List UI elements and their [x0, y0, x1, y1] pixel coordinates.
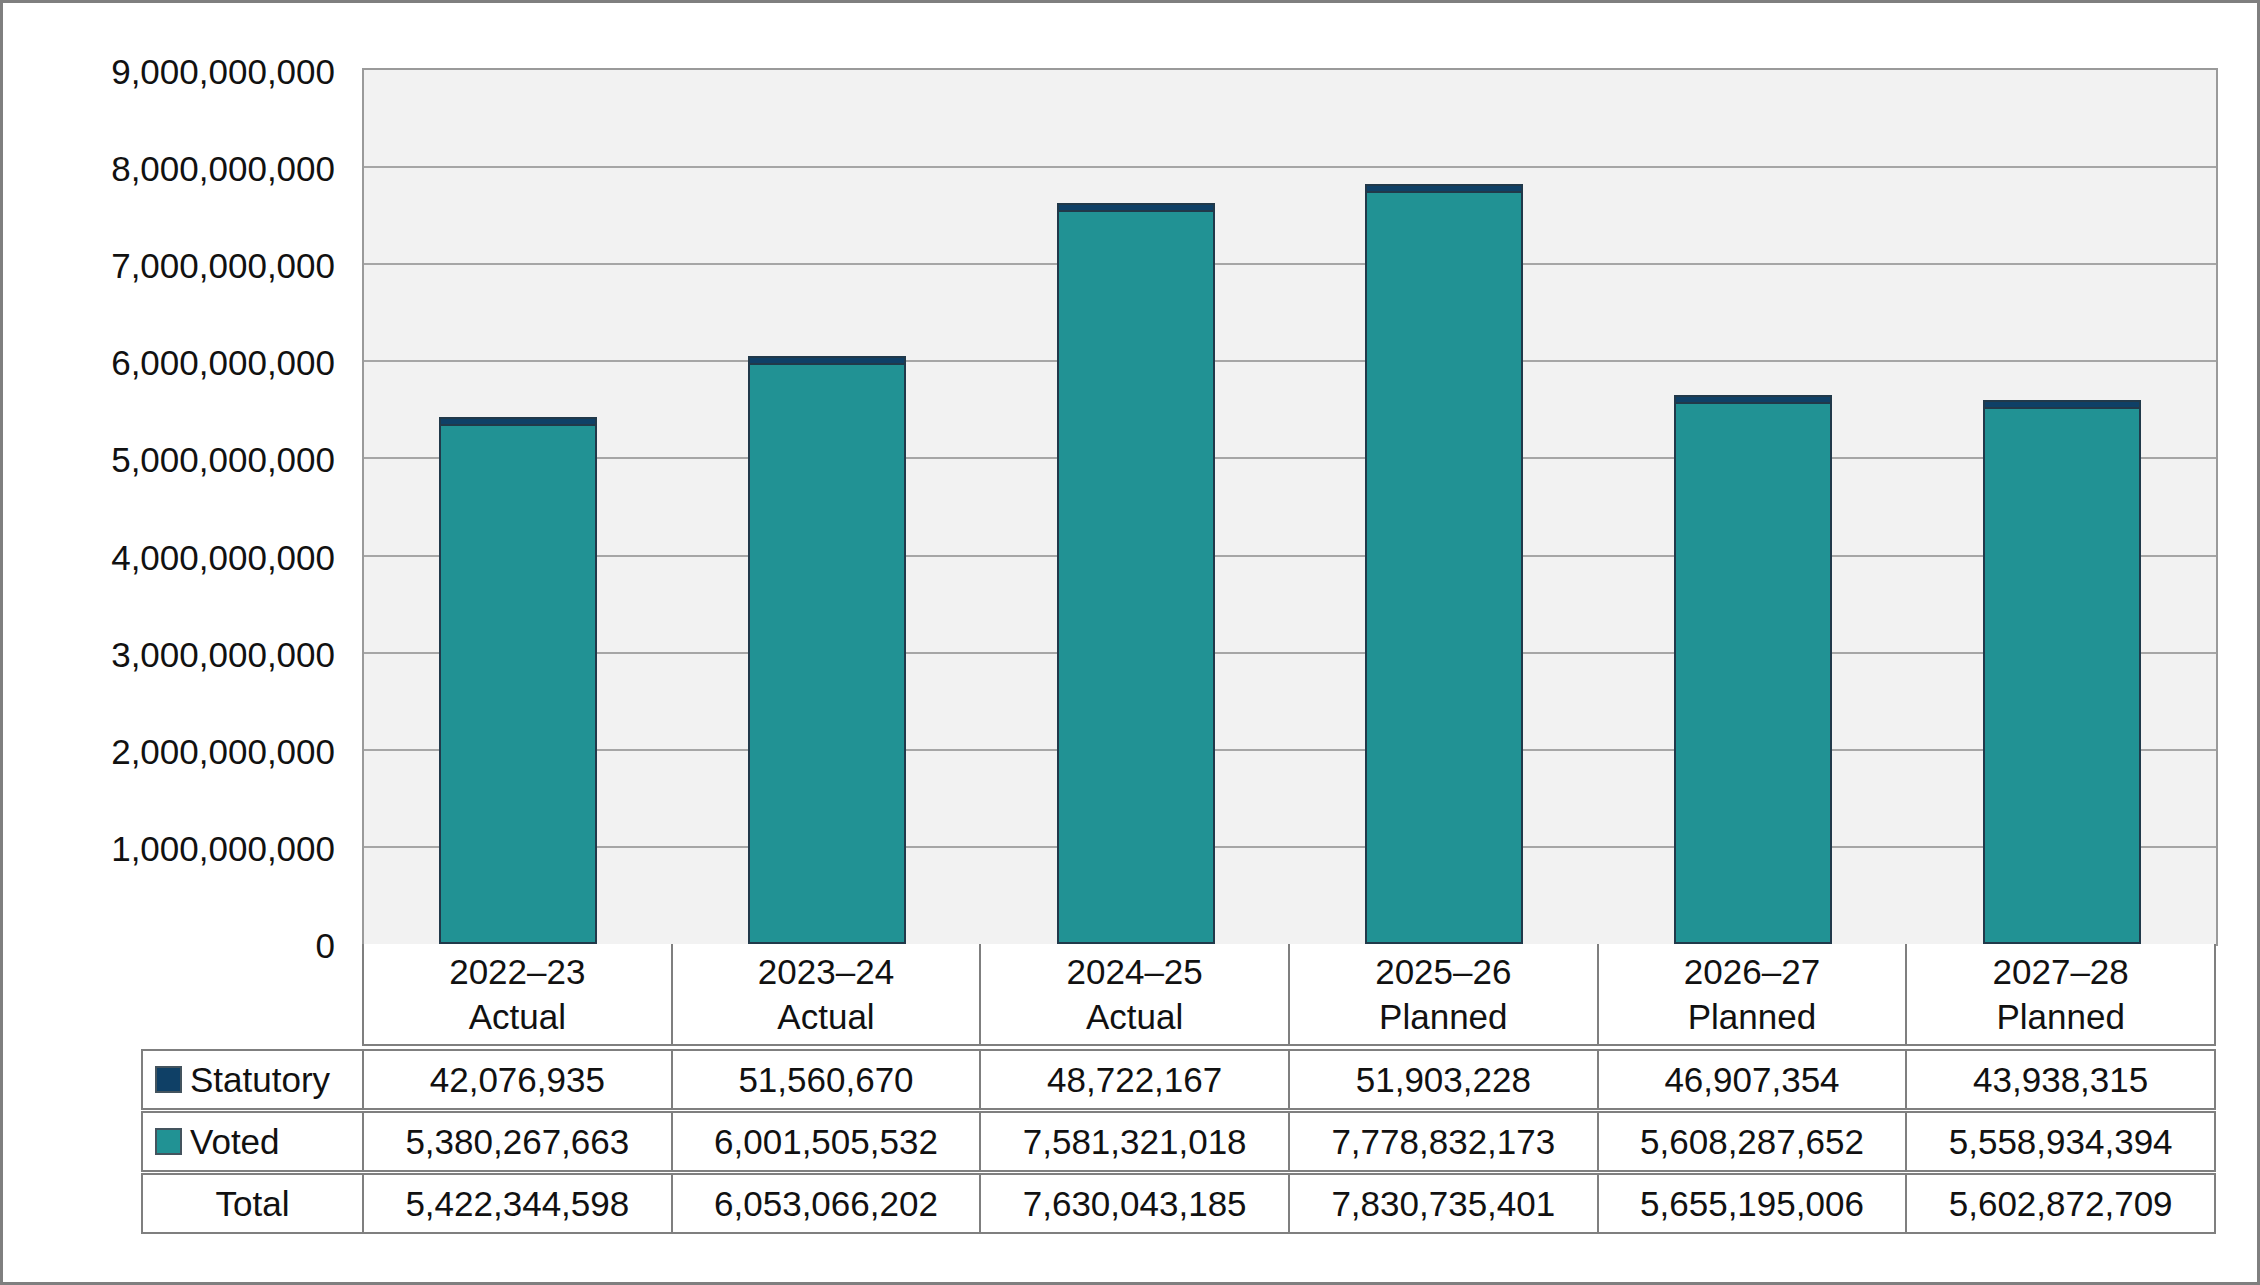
category-status: Actual	[1086, 994, 1183, 1039]
statutory-legend-swatch-icon	[155, 1066, 182, 1093]
value-cell: 7,581,321,018	[979, 1111, 1290, 1172]
y-axis-tick-label: 4,000,000,000	[43, 536, 335, 580]
value-cell: 5,422,344,598	[362, 1173, 673, 1234]
gridline	[364, 749, 2216, 751]
y-axis-tick-label: 0	[43, 924, 335, 968]
value-cell: 5,380,267,663	[362, 1111, 673, 1172]
y-axis-tick-label: 3,000,000,000	[43, 633, 335, 677]
voted-segment	[1674, 402, 1832, 944]
value-cell: 42,076,935	[362, 1049, 673, 1110]
plot-area	[362, 68, 2218, 946]
category-status: Actual	[777, 994, 874, 1039]
category-year: 2027–28	[1993, 949, 2129, 994]
category-year: 2025–26	[1375, 949, 1511, 994]
value-cell: 43,938,315	[1905, 1049, 2216, 1110]
value-cell: 46,907,354	[1597, 1049, 1908, 1110]
value-cell: 51,560,670	[671, 1049, 982, 1110]
voted-segment	[1057, 210, 1215, 944]
bar-2025-26	[1365, 184, 1523, 944]
value-cell: 48,722,167	[979, 1049, 1290, 1110]
category-header-cell: 2023–24Actual	[671, 944, 982, 1046]
bar-2027-28	[1983, 400, 2141, 944]
bar-2022-23	[439, 417, 597, 944]
category-header-cell: 2026–27Planned	[1597, 944, 1908, 1046]
gridline	[364, 652, 2216, 654]
y-axis-tick-label: 6,000,000,000	[43, 341, 335, 385]
category-header-cell: 2025–26Planned	[1288, 944, 1599, 1046]
category-status: Planned	[1996, 994, 2124, 1039]
voted-segment	[748, 363, 906, 944]
category-year: 2024–25	[1067, 949, 1203, 994]
row-label: Total	[216, 1184, 290, 1224]
row-label-cell-voted: Voted	[141, 1111, 364, 1172]
y-axis-tick-label: 8,000,000,000	[43, 147, 335, 191]
category-status: Actual	[469, 994, 566, 1039]
category-year: 2022–23	[449, 949, 585, 994]
value-cell: 6,001,505,532	[671, 1111, 982, 1172]
category-header-cell: 2027–28Planned	[1905, 944, 2216, 1046]
voted-segment	[1983, 407, 2141, 944]
y-axis-tick-label: 9,000,000,000	[43, 50, 335, 94]
row-label-cell-total: Total	[141, 1173, 364, 1234]
voted-legend-swatch-icon	[155, 1128, 182, 1155]
value-cell: 7,830,735,401	[1288, 1173, 1599, 1234]
y-axis-tick-label: 2,000,000,000	[43, 730, 335, 774]
gridline	[364, 360, 2216, 362]
gridline	[364, 457, 2216, 459]
gridline	[364, 555, 2216, 557]
y-axis-tick-label: 5,000,000,000	[43, 438, 335, 482]
value-cell: 5,558,934,394	[1905, 1111, 2216, 1172]
voted-segment	[1365, 191, 1523, 944]
value-cell: 5,608,287,652	[1597, 1111, 1908, 1172]
y-axis-tick-label: 7,000,000,000	[43, 244, 335, 288]
gridline	[364, 263, 2216, 265]
bar-2024-25	[1057, 203, 1215, 944]
bar-2023-24	[748, 356, 906, 944]
value-cell: 5,655,195,006	[1597, 1173, 1908, 1234]
value-cell: 7,630,043,185	[979, 1173, 1290, 1234]
y-axis-tick-label: 1,000,000,000	[43, 827, 335, 871]
category-status: Planned	[1379, 994, 1507, 1039]
bar-2026-27	[1674, 395, 1832, 944]
value-cell: 51,903,228	[1288, 1049, 1599, 1110]
chart-container: 0 1,000,000,000 2,000,000,000 3,000,000,000…	[0, 0, 2260, 1285]
category-header-cell: 2022–23Actual	[362, 944, 673, 1046]
voted-segment	[439, 424, 597, 944]
value-cell: 7,778,832,173	[1288, 1111, 1599, 1172]
category-status: Planned	[1688, 994, 1816, 1039]
row-label-cell-statutory: Statutory	[141, 1049, 364, 1110]
gridline	[364, 166, 2216, 168]
value-cell: 6,053,066,202	[671, 1173, 982, 1234]
row-label: Voted	[190, 1122, 280, 1162]
value-cell: 5,602,872,709	[1905, 1173, 2216, 1234]
category-year: 2026–27	[1684, 949, 1820, 994]
row-label: Statutory	[190, 1060, 330, 1100]
category-year: 2023–24	[758, 949, 894, 994]
category-header-cell: 2024–25Actual	[979, 944, 1290, 1046]
gridline	[364, 846, 2216, 848]
